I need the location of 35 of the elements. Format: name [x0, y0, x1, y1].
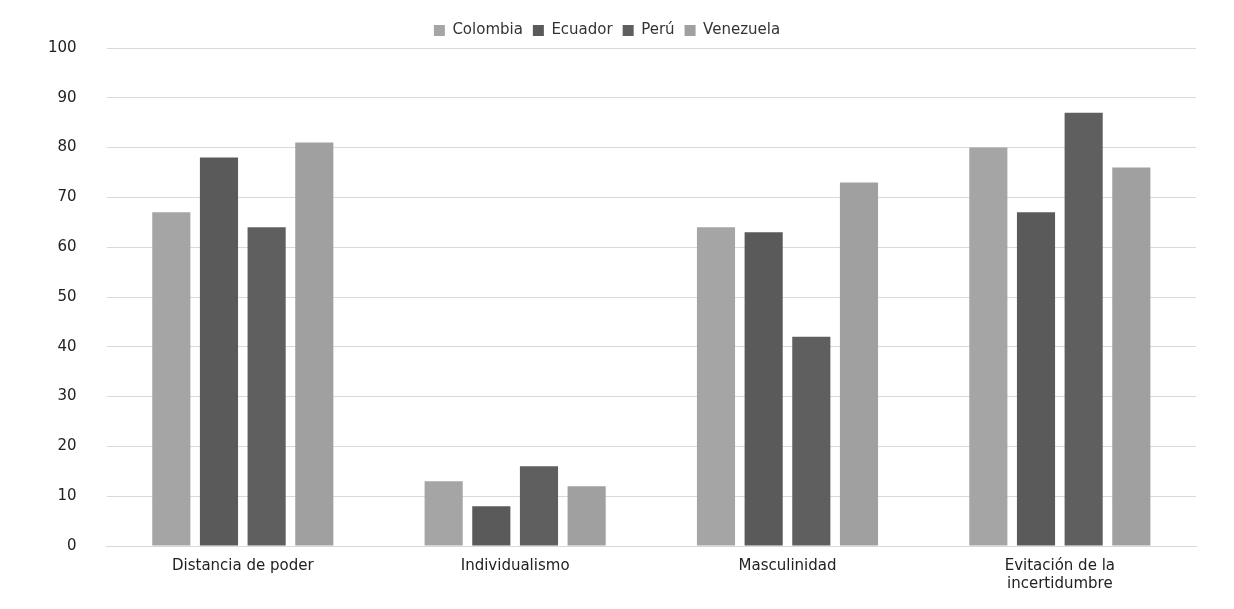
bar [792, 336, 831, 546]
y-tick-label: 100 [47, 37, 77, 56]
x-tick-label: Evitación de la incertidumbre [1004, 555, 1115, 592]
y-tick-label: 70 [57, 187, 77, 206]
bar [295, 142, 334, 546]
bar [519, 466, 559, 546]
y-tick-label: 0 [67, 535, 77, 554]
y-tick-label: 80 [57, 137, 77, 156]
bar [152, 212, 191, 546]
bar [1112, 167, 1151, 546]
y-tick-label: 30 [57, 386, 77, 405]
x-tick-label: Masculinidad [738, 555, 837, 574]
y-tick-label: 10 [57, 486, 77, 505]
y-tick-label: 60 [57, 237, 77, 256]
bar [696, 227, 736, 546]
legend-label: Colombia [452, 20, 523, 39]
legend-label: Ecuador [551, 20, 614, 39]
bar [744, 232, 783, 546]
y-tick-label: 90 [57, 87, 77, 106]
bar [199, 157, 239, 546]
legend-label: Perú [641, 20, 675, 39]
y-tick-label: 50 [57, 286, 77, 305]
bar [1016, 212, 1056, 546]
bar [472, 506, 511, 546]
bar [567, 486, 606, 546]
x-tick-label: Individualismo [460, 555, 570, 574]
y-tick-label: 40 [57, 336, 77, 355]
bar [424, 481, 463, 546]
legend-label: Venezuela [703, 20, 781, 39]
bar [969, 147, 1008, 546]
x-tick-label: Distancia de poder [171, 555, 315, 574]
bar [839, 182, 879, 546]
y-tick-label: 20 [57, 436, 77, 455]
bar [1064, 112, 1103, 546]
bar [247, 227, 286, 546]
